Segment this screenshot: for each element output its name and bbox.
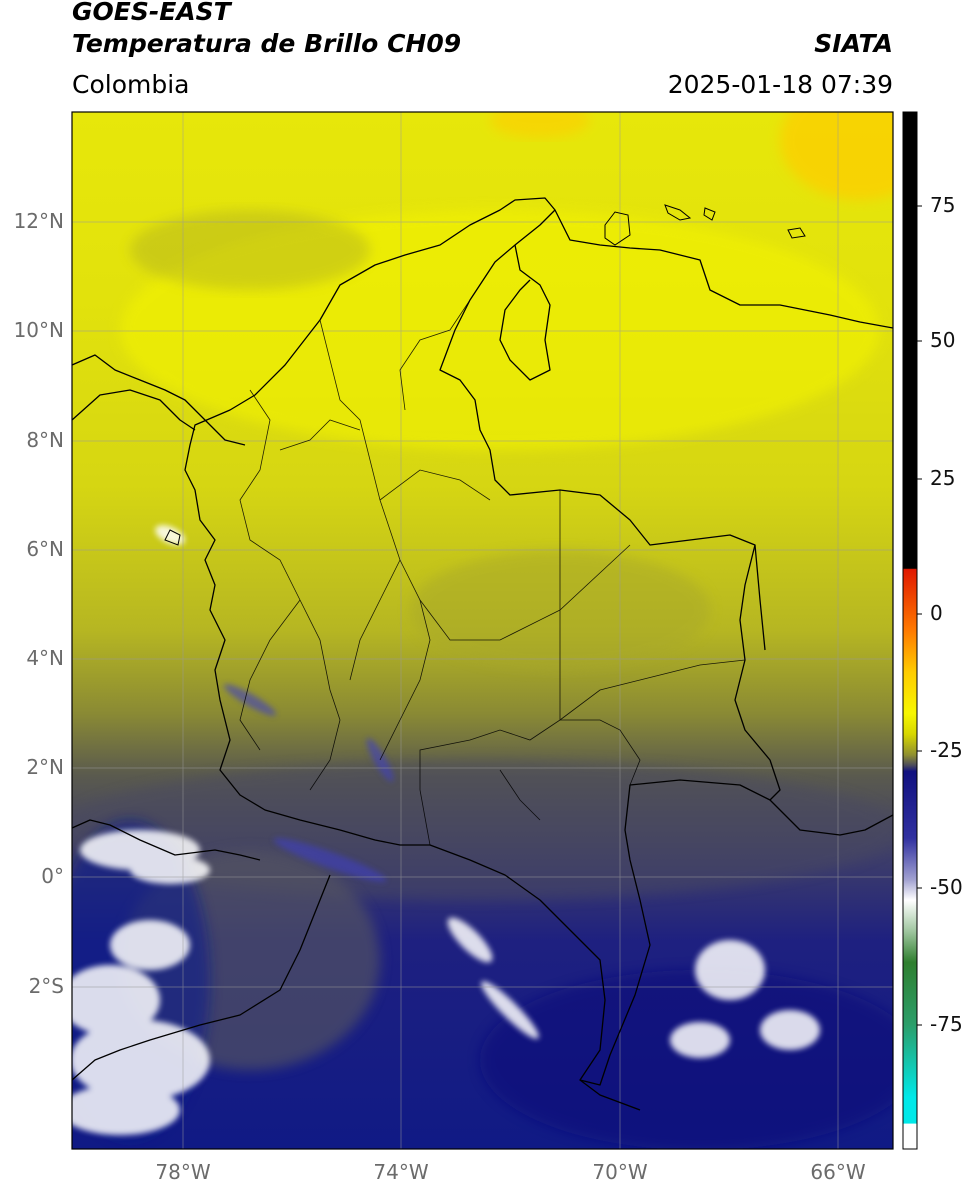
lon-tick-78w: 78°W (155, 1160, 211, 1184)
graticule (72, 112, 893, 1149)
colorbar-label-0: 0 (930, 601, 943, 625)
lon-tick-66w: 66°W (810, 1160, 866, 1184)
colorbar-label-neg25: -25 (930, 738, 963, 762)
map-frame (71, 111, 894, 1150)
colorbar-label-50: 50 (930, 328, 956, 352)
product-title: Temperatura de Brillo CH09 (72, 29, 462, 58)
country-borders (72, 197, 893, 1111)
organization-label: SIATA (814, 29, 893, 58)
lat-tick-4n: 4°N (26, 646, 64, 670)
lon-tick-70w: 70°W (592, 1160, 648, 1184)
lat-tick-2s: 2°S (28, 974, 64, 998)
colorbar-label-75: 75 (930, 193, 956, 217)
colorbar-ticks (917, 205, 922, 1026)
lat-tick-2n: 2°N (26, 755, 64, 779)
region-label: Colombia (72, 70, 190, 99)
lat-tick-8n: 8°N (26, 428, 64, 452)
colorbar-label-neg50: -50 (930, 875, 963, 899)
colorbar (902, 111, 918, 1150)
lat-tick-6n: 6°N (26, 537, 64, 561)
colorbar-label-25: 25 (930, 466, 956, 490)
lon-tick-74w: 74°W (373, 1160, 429, 1184)
datetime-label: 2025-01-18 07:39 (667, 70, 893, 99)
lat-tick-12n: 12°N (13, 209, 64, 233)
islands (164, 204, 806, 546)
department-borders (239, 299, 746, 846)
lat-tick-10n: 10°N (13, 318, 64, 342)
colorbar-label-neg75: -75 (930, 1012, 963, 1036)
satellite-title: GOES-EAST (72, 0, 231, 26)
lat-tick-0: 0° (41, 864, 64, 888)
